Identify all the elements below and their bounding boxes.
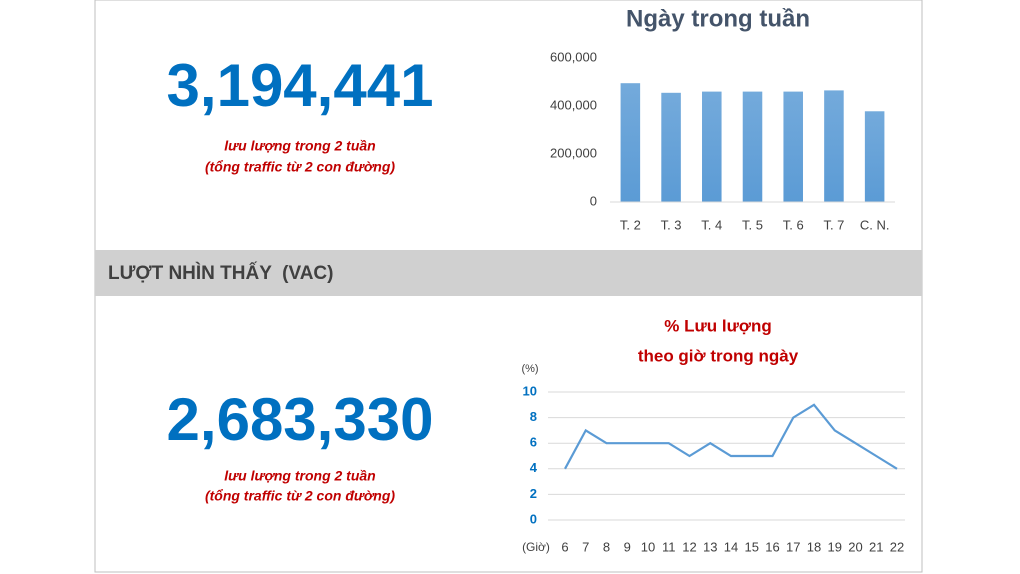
bar [661, 92, 681, 202]
y-tick-label: 10 [523, 383, 537, 398]
x-tick-label: T. 5 [742, 217, 763, 232]
bar [702, 91, 722, 202]
x-tick-label: 12 [682, 539, 696, 554]
x-tick-label: 7 [582, 539, 589, 554]
x-tick-label: 9 [624, 539, 631, 554]
bar [742, 91, 763, 202]
x-tick-label: 20 [848, 539, 862, 554]
data-line [564, 403, 898, 470]
x-tick-label: T. 6 [783, 217, 804, 232]
x-tick-label: T. 2 [620, 217, 641, 232]
y-tick-label: 200,000 [550, 145, 597, 160]
bar [620, 83, 641, 202]
stat-value: 3,194,441 [167, 52, 434, 119]
y-tick-label: 0 [590, 193, 597, 208]
x-tick-label: 19 [828, 539, 842, 554]
chart-title: Ngày trong tuần [626, 5, 810, 32]
x-tick-label: T. 4 [701, 217, 722, 232]
y-tick-label: 600,000 [550, 49, 597, 64]
x-axis-label: (Giờ) [522, 540, 550, 554]
y-tick-label: 8 [530, 409, 537, 424]
y-tick-label: 0 [530, 511, 537, 526]
x-tick-label: 15 [745, 539, 759, 554]
x-tick-label: 16 [765, 539, 779, 554]
x-tick-label: 13 [703, 539, 717, 554]
x-tick-label: T. 7 [823, 217, 844, 232]
x-tick-label: 22 [890, 539, 904, 554]
section-bar [95, 250, 922, 296]
x-tick-label: T. 3 [661, 217, 682, 232]
chart-title: theo giờ trong ngày [638, 346, 799, 365]
y-tick-label: 2 [530, 486, 537, 501]
x-tick-label: 21 [869, 539, 883, 554]
bar [864, 111, 885, 202]
section-title: LƯỢT NHÌN THẤY (VAC) [108, 262, 333, 284]
x-tick-label: 6 [561, 539, 568, 554]
bar [783, 91, 803, 202]
bar [824, 90, 844, 202]
stat-caption: (tổng traffic từ 2 con đường) [205, 488, 395, 504]
stat-caption: lưu lượng trong 2 tuần [224, 468, 375, 484]
y-axis-label: (%) [521, 363, 538, 375]
x-tick-label: 10 [641, 539, 655, 554]
x-tick-label: 11 [662, 539, 676, 554]
x-tick-label: 14 [724, 539, 738, 554]
chart-title: % Lưu lượng [664, 316, 772, 335]
x-tick-label: C. N. [860, 217, 890, 232]
y-tick-label: 6 [530, 435, 537, 450]
x-tick-label: 17 [786, 539, 800, 554]
stat-caption: lưu lượng trong 2 tuần [224, 138, 375, 154]
y-tick-label: 400,000 [550, 97, 597, 112]
stat-value: 2,683,330 [167, 386, 434, 453]
x-tick-label: 8 [603, 539, 610, 554]
y-tick-label: 4 [530, 460, 538, 475]
stat-caption: (tổng traffic từ 2 con đường) [205, 159, 395, 175]
x-tick-label: 18 [807, 539, 821, 554]
